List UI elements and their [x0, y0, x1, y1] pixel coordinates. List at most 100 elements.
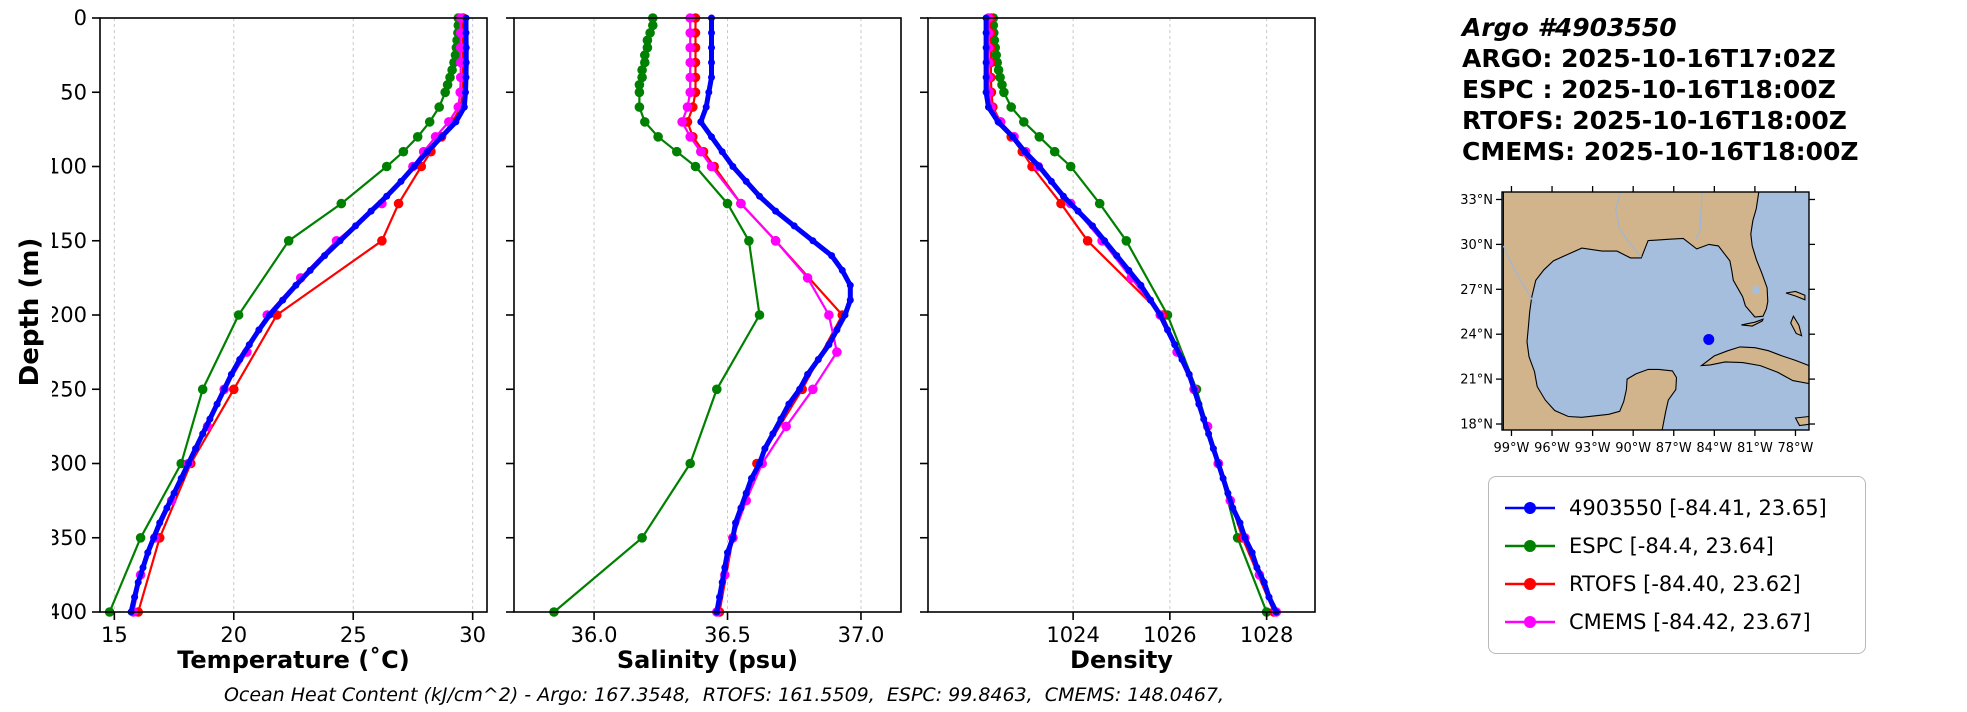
data-point [634, 87, 645, 98]
data-point [1009, 133, 1017, 141]
data-point [245, 341, 253, 349]
data-point [440, 87, 451, 98]
data-point [131, 593, 139, 601]
data-point [455, 42, 466, 53]
data-point [985, 103, 992, 111]
data-point [637, 533, 647, 543]
data-point [1021, 148, 1029, 156]
series-4903550 [697, 14, 854, 616]
x-tick-label: 1024 [1046, 623, 1099, 647]
data-point [462, 44, 470, 52]
data-point [754, 310, 765, 320]
data-point [994, 118, 1002, 126]
data-point [696, 146, 706, 157]
data-point [702, 103, 710, 111]
data-point [1205, 430, 1213, 438]
data-point [455, 57, 466, 68]
legend-marker [1505, 502, 1555, 514]
data-point [732, 519, 739, 527]
map-land-florida-keys [1741, 318, 1764, 327]
map-lon-label: 87°W [1656, 441, 1692, 456]
data-point [804, 370, 812, 378]
data-point [1101, 237, 1109, 245]
data-point [1006, 102, 1016, 112]
data-point [377, 236, 387, 246]
data-point [742, 177, 750, 185]
ocean-heat-content-caption: Ocean Heat Content (kJ/cm^2) - Argo: 167… [223, 684, 1225, 706]
map-land-north-america [1502, 192, 1769, 430]
data-point [1224, 489, 1232, 497]
data-point [336, 237, 344, 245]
data-point [462, 29, 470, 37]
data-point [648, 20, 658, 31]
data-point [756, 460, 763, 467]
data-point [1137, 281, 1145, 289]
map-lat-label: 30°N [1460, 238, 1493, 253]
data-point [229, 384, 239, 395]
data-point [995, 72, 1005, 83]
data-point [462, 73, 470, 81]
data-point [1113, 252, 1121, 260]
data-point [769, 430, 777, 438]
data-point [708, 133, 715, 141]
map-lat-label: 18°N [1460, 418, 1493, 433]
data-point [452, 35, 462, 46]
data-point [410, 163, 418, 170]
data-point [772, 207, 780, 215]
float-location-marker [1703, 333, 1715, 345]
y-tick-label: 350 [52, 526, 87, 550]
data-point [1241, 534, 1249, 542]
legend-item: CMEMS [-84.42, 23.67] [1503, 603, 1851, 641]
data-point [640, 117, 650, 127]
map-land-bahamas [1790, 314, 1803, 337]
data-point [645, 28, 655, 38]
data-point [283, 236, 294, 246]
data-point [381, 161, 392, 172]
data-point [1195, 400, 1203, 408]
data-point [170, 489, 178, 497]
data-point [352, 222, 360, 230]
data-point [802, 273, 813, 283]
map-lat-label: 33°N [1460, 193, 1493, 208]
data-point [135, 533, 146, 543]
data-point [266, 311, 274, 319]
legend-item: 4903550 [-84.41, 23.65] [1503, 489, 1851, 527]
data-point [982, 29, 990, 37]
map-frame [1501, 191, 1810, 431]
data-point [729, 163, 737, 170]
data-point [809, 237, 817, 245]
legend-label: 4903550 [-84.41, 23.65] [1569, 496, 1827, 520]
x-tick-label: 15 [101, 623, 128, 647]
data-point [227, 370, 235, 378]
data-point [685, 87, 695, 98]
data-point [1219, 474, 1227, 482]
data-point [640, 50, 650, 60]
map-land-jamaica [1794, 415, 1809, 427]
data-point [1094, 198, 1105, 209]
x-tick-label: 36.0 [571, 623, 618, 647]
data-point [452, 118, 460, 126]
data-point [1056, 198, 1066, 209]
map-lat-label: 21°N [1460, 373, 1493, 388]
data-point [1209, 445, 1217, 453]
data-point [279, 296, 287, 304]
data-point [236, 356, 244, 363]
data-point [737, 504, 745, 512]
map-lon-label: 84°W [1696, 441, 1732, 456]
data-point [982, 88, 990, 96]
y-tick-label: 400 [52, 600, 87, 624]
data-point [163, 504, 171, 512]
legend-marker [1505, 578, 1555, 590]
data-point [438, 133, 446, 141]
y-tick-label: 250 [52, 377, 87, 401]
data-point [777, 415, 785, 423]
axis-ticks: 36.0 36.5 37.0 [506, 17, 884, 647]
cmems-timestamp: CMEMS: 2025-10-16T18:00Z [1462, 137, 1859, 166]
map-lon-label: 81°W [1737, 441, 1773, 456]
data-point [756, 192, 763, 200]
data-point [1019, 117, 1029, 127]
data-point [233, 310, 244, 320]
legend-marker [1505, 540, 1555, 552]
data-point [1065, 161, 1076, 172]
data-point [206, 415, 214, 423]
